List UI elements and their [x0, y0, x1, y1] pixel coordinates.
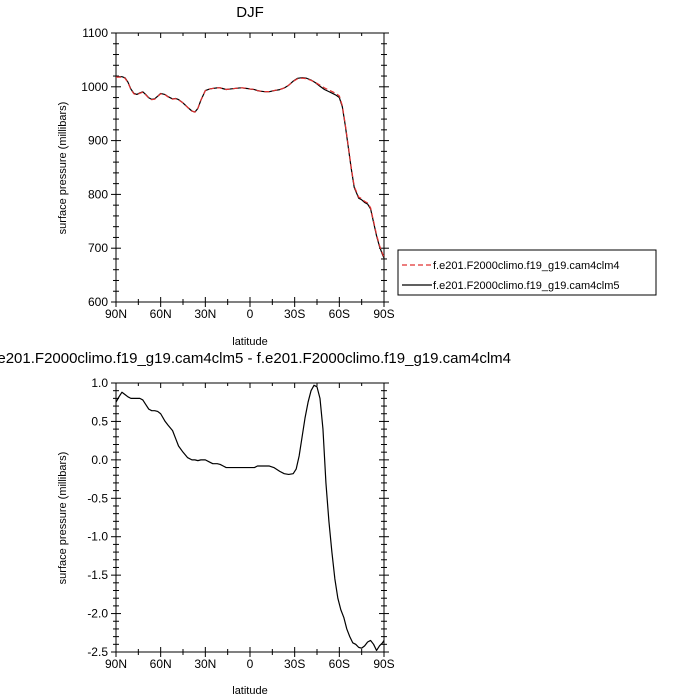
legend-label-cam4clm4: f.e201.F2000climo.f19_g19.cam4clm4 — [433, 260, 620, 272]
bottom-chart-y-axis-label: surface pressure (millibars) — [57, 452, 69, 585]
bottom-chart-y-ticks: 1.0 0.5 0.0 -0.5 -1.0 -1.5 -2.0 -2.5 — [87, 376, 389, 659]
series-line-cam4clm5 — [116, 76, 385, 259]
bottom-chart-x-tick-label: 0 — [247, 657, 254, 671]
bottom-chart-plot-frame — [115, 382, 385, 653]
bottom-chart-title: f.e201.F2000climo.f19_g19.cam4clm5 - f.e… — [0, 350, 511, 367]
bottom-chart-y-tick-label: 1.0 — [91, 376, 108, 390]
bottom-chart-x-ticks: 90N 60N 30N 0 30S 60S 90S — [105, 383, 395, 671]
legend-box — [397, 249, 657, 296]
bottom-chart-x-tick-label: 30S — [284, 657, 305, 671]
top-chart-x-tick-label: 30N — [194, 307, 216, 321]
bottom-chart-y-tick-label: -1.0 — [87, 530, 108, 544]
bottom-chart-x-tick-label: 90N — [105, 657, 127, 671]
bottom-chart-lines — [115, 384, 385, 652]
series-line-cam4clm4 — [116, 76, 385, 258]
top-chart-x-tick-label: 60S — [329, 307, 350, 321]
top-chart-y-axis-label: surface pressure (millibars) — [57, 102, 69, 235]
bottom-chart-y-tick-label: 0.0 — [91, 453, 108, 467]
top-chart-x-tick-label: 90N — [105, 307, 127, 321]
bottom-chart-x-axis-label: latitude — [232, 685, 267, 697]
bottom-chart-x-tick-label: 60S — [329, 657, 350, 671]
bottom-chart-x-tick-label: 30N — [194, 657, 216, 671]
top-chart-x-tick-label: 60N — [150, 307, 172, 321]
top-chart-x-axis-label: latitude — [232, 336, 267, 348]
top-chart-y-tick-label: 700 — [88, 241, 108, 255]
bottom-chart-x-tick-label: 90S — [373, 657, 394, 671]
top-chart-y-tick-label: 900 — [88, 134, 108, 148]
top-chart-x-tick-label: 0 — [247, 307, 254, 321]
top-chart-y-tick-label: 1100 — [82, 26, 108, 40]
bottom-chart: f.e201.F2000climo.f19_g19.cam4clm5 - f.e… — [0, 350, 511, 697]
bottom-chart-y-tick-label: 0.5 — [91, 414, 108, 428]
top-chart-y-tick-label: 800 — [88, 187, 108, 201]
top-chart-x-tick-label: 90S — [373, 307, 394, 321]
bottom-chart-x-tick-label: 60N — [150, 657, 172, 671]
legend-label-cam4clm5: f.e201.F2000climo.f19_g19.cam4clm5 — [433, 280, 620, 292]
bottom-chart-y-tick-label: -2.0 — [87, 607, 108, 621]
top-chart-y-tick-label: 600 — [88, 295, 108, 309]
top-chart-plot-frame — [115, 32, 385, 303]
bottom-chart-y-tick-label: -1.5 — [87, 568, 108, 582]
top-chart-lines — [116, 76, 385, 259]
bottom-chart-difference-line — [115, 384, 385, 652]
top-chart-y-ticks: 600 700 800 900 1000 1100 — [81, 26, 389, 309]
top-chart-title: DJF — [236, 4, 264, 21]
top-chart-legend: f.e201.F2000climo.f19_g19.cam4clm4 f.e20… — [397, 249, 657, 296]
top-chart-x-ticks: 90N 60N 30N 0 30S 60S 90S — [105, 33, 395, 321]
top-chart: DJF 90N 60N 30N 0 30S 60S 90S 600 700 800 900 1000… — [57, 4, 657, 348]
top-chart-x-tick-label: 30S — [284, 307, 305, 321]
bottom-chart-y-tick-label: -0.5 — [87, 491, 108, 505]
bottom-chart-y-tick-label: -2.5 — [87, 645, 108, 659]
top-chart-y-tick-label: 1000 — [81, 80, 108, 94]
